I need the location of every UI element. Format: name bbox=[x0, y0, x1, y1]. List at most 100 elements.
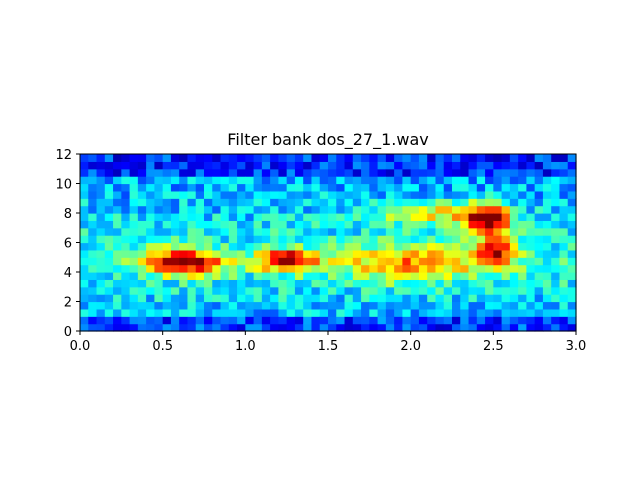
heatmap-cell bbox=[410, 323, 420, 332]
heatmap-cell bbox=[361, 235, 370, 244]
heatmap-cell bbox=[278, 168, 288, 177]
heatmap-cell bbox=[460, 316, 470, 325]
heatmap-cell bbox=[567, 242, 577, 251]
heatmap-cell bbox=[170, 198, 180, 207]
heatmap-cell bbox=[129, 249, 139, 258]
heatmap-cell bbox=[129, 183, 139, 192]
heatmap-cell bbox=[113, 308, 122, 317]
heatmap-cell bbox=[137, 161, 147, 170]
heatmap-cell bbox=[137, 316, 147, 325]
heatmap-cell bbox=[559, 235, 569, 244]
heatmap-cell bbox=[501, 301, 511, 310]
heatmap-cell bbox=[328, 176, 337, 185]
heatmap-cell bbox=[394, 168, 403, 177]
heatmap-cell bbox=[104, 168, 114, 177]
heatmap-cell bbox=[204, 190, 213, 199]
heatmap-cell bbox=[402, 154, 412, 162]
heatmap-cell bbox=[402, 220, 412, 229]
heatmap-cell bbox=[468, 272, 478, 280]
heatmap-cell bbox=[485, 286, 494, 295]
heatmap-cell bbox=[443, 198, 453, 207]
heatmap-cell bbox=[526, 257, 536, 266]
heatmap-cell bbox=[501, 249, 511, 258]
heatmap-cell bbox=[559, 249, 569, 258]
heatmap-cell bbox=[88, 272, 98, 280]
heatmap-cell bbox=[344, 264, 354, 273]
heatmap-cell bbox=[534, 213, 544, 221]
heatmap-cell bbox=[567, 198, 577, 207]
y-axis: 0 2 4 6 8 10 12 bbox=[55, 148, 80, 340]
heatmap-cell bbox=[204, 323, 213, 332]
heatmap-cell bbox=[394, 242, 403, 251]
heatmap-cell bbox=[551, 235, 561, 244]
heatmap-cell bbox=[427, 198, 437, 207]
heatmap-cell bbox=[319, 205, 329, 214]
heatmap-cell bbox=[385, 176, 395, 185]
heatmap-cell bbox=[501, 272, 511, 280]
heatmap-cell bbox=[162, 272, 172, 280]
heatmap-cell bbox=[418, 301, 428, 310]
heatmap-cell bbox=[410, 168, 420, 177]
heatmap-cell bbox=[352, 168, 362, 177]
heatmap-cell bbox=[418, 286, 428, 295]
heatmap-cell bbox=[154, 176, 164, 185]
heatmap-cell bbox=[518, 213, 527, 221]
heatmap-cell bbox=[542, 249, 552, 258]
heatmap-cell bbox=[170, 286, 180, 295]
heatmap-cell bbox=[162, 198, 172, 207]
heatmap-cell bbox=[294, 227, 304, 236]
x-tick-label: 1.0 bbox=[235, 339, 256, 354]
heatmap-cell bbox=[278, 294, 288, 303]
heatmap-cell bbox=[204, 294, 213, 303]
heatmap-cell bbox=[104, 323, 114, 332]
heatmap-cell bbox=[410, 198, 420, 207]
heatmap-cell bbox=[551, 308, 561, 317]
heatmap-cell bbox=[460, 301, 470, 310]
heatmap-cell bbox=[303, 161, 313, 170]
heatmap-cell bbox=[228, 279, 238, 288]
heatmap-cell bbox=[228, 190, 238, 199]
heatmap-cell bbox=[452, 286, 461, 295]
heatmap-cell bbox=[121, 308, 131, 317]
heatmap-cell bbox=[493, 308, 503, 317]
heatmap-cell bbox=[385, 220, 395, 229]
heatmap-cell bbox=[220, 294, 230, 303]
heatmap-cell bbox=[294, 242, 304, 251]
heatmap-cell bbox=[179, 190, 189, 199]
heatmap-cell bbox=[278, 235, 288, 244]
heatmap-cell bbox=[518, 154, 527, 162]
heatmap-cell bbox=[96, 249, 106, 258]
heatmap-cell bbox=[493, 294, 503, 303]
heatmap-cell bbox=[410, 286, 420, 295]
heatmap-cell bbox=[336, 190, 346, 199]
heatmap-cell bbox=[80, 301, 89, 310]
heatmap-cell bbox=[179, 161, 189, 170]
heatmap-cell bbox=[468, 176, 478, 185]
heatmap-cell bbox=[237, 242, 246, 251]
heatmap-cell bbox=[460, 213, 470, 221]
heatmap-cell bbox=[245, 198, 255, 207]
heatmap-cell bbox=[452, 161, 461, 170]
heatmap-cell bbox=[261, 323, 271, 332]
heatmap-cell bbox=[261, 242, 271, 251]
heatmap-cell bbox=[435, 323, 445, 332]
chart-title: Filter bank dos_27_1.wav bbox=[227, 130, 428, 150]
heatmap-cell bbox=[402, 227, 412, 236]
heatmap-cell bbox=[435, 316, 445, 325]
heatmap-cell bbox=[195, 301, 205, 310]
heatmap-cell bbox=[534, 190, 544, 199]
heatmap-cell bbox=[154, 198, 164, 207]
heatmap-cell bbox=[518, 257, 527, 266]
heatmap-cell bbox=[237, 198, 246, 207]
heatmap-cell bbox=[385, 227, 395, 236]
heatmap-cell bbox=[162, 257, 172, 266]
heatmap-cell bbox=[410, 176, 420, 185]
heatmap-cell bbox=[559, 294, 569, 303]
heatmap-cell bbox=[129, 286, 139, 295]
heatmap-cell bbox=[311, 220, 321, 229]
heatmap-cell bbox=[443, 323, 453, 332]
heatmap-cell bbox=[137, 308, 147, 317]
heatmap-cell bbox=[278, 308, 288, 317]
heatmap-cell bbox=[352, 257, 362, 266]
heatmap-cell bbox=[237, 154, 246, 162]
